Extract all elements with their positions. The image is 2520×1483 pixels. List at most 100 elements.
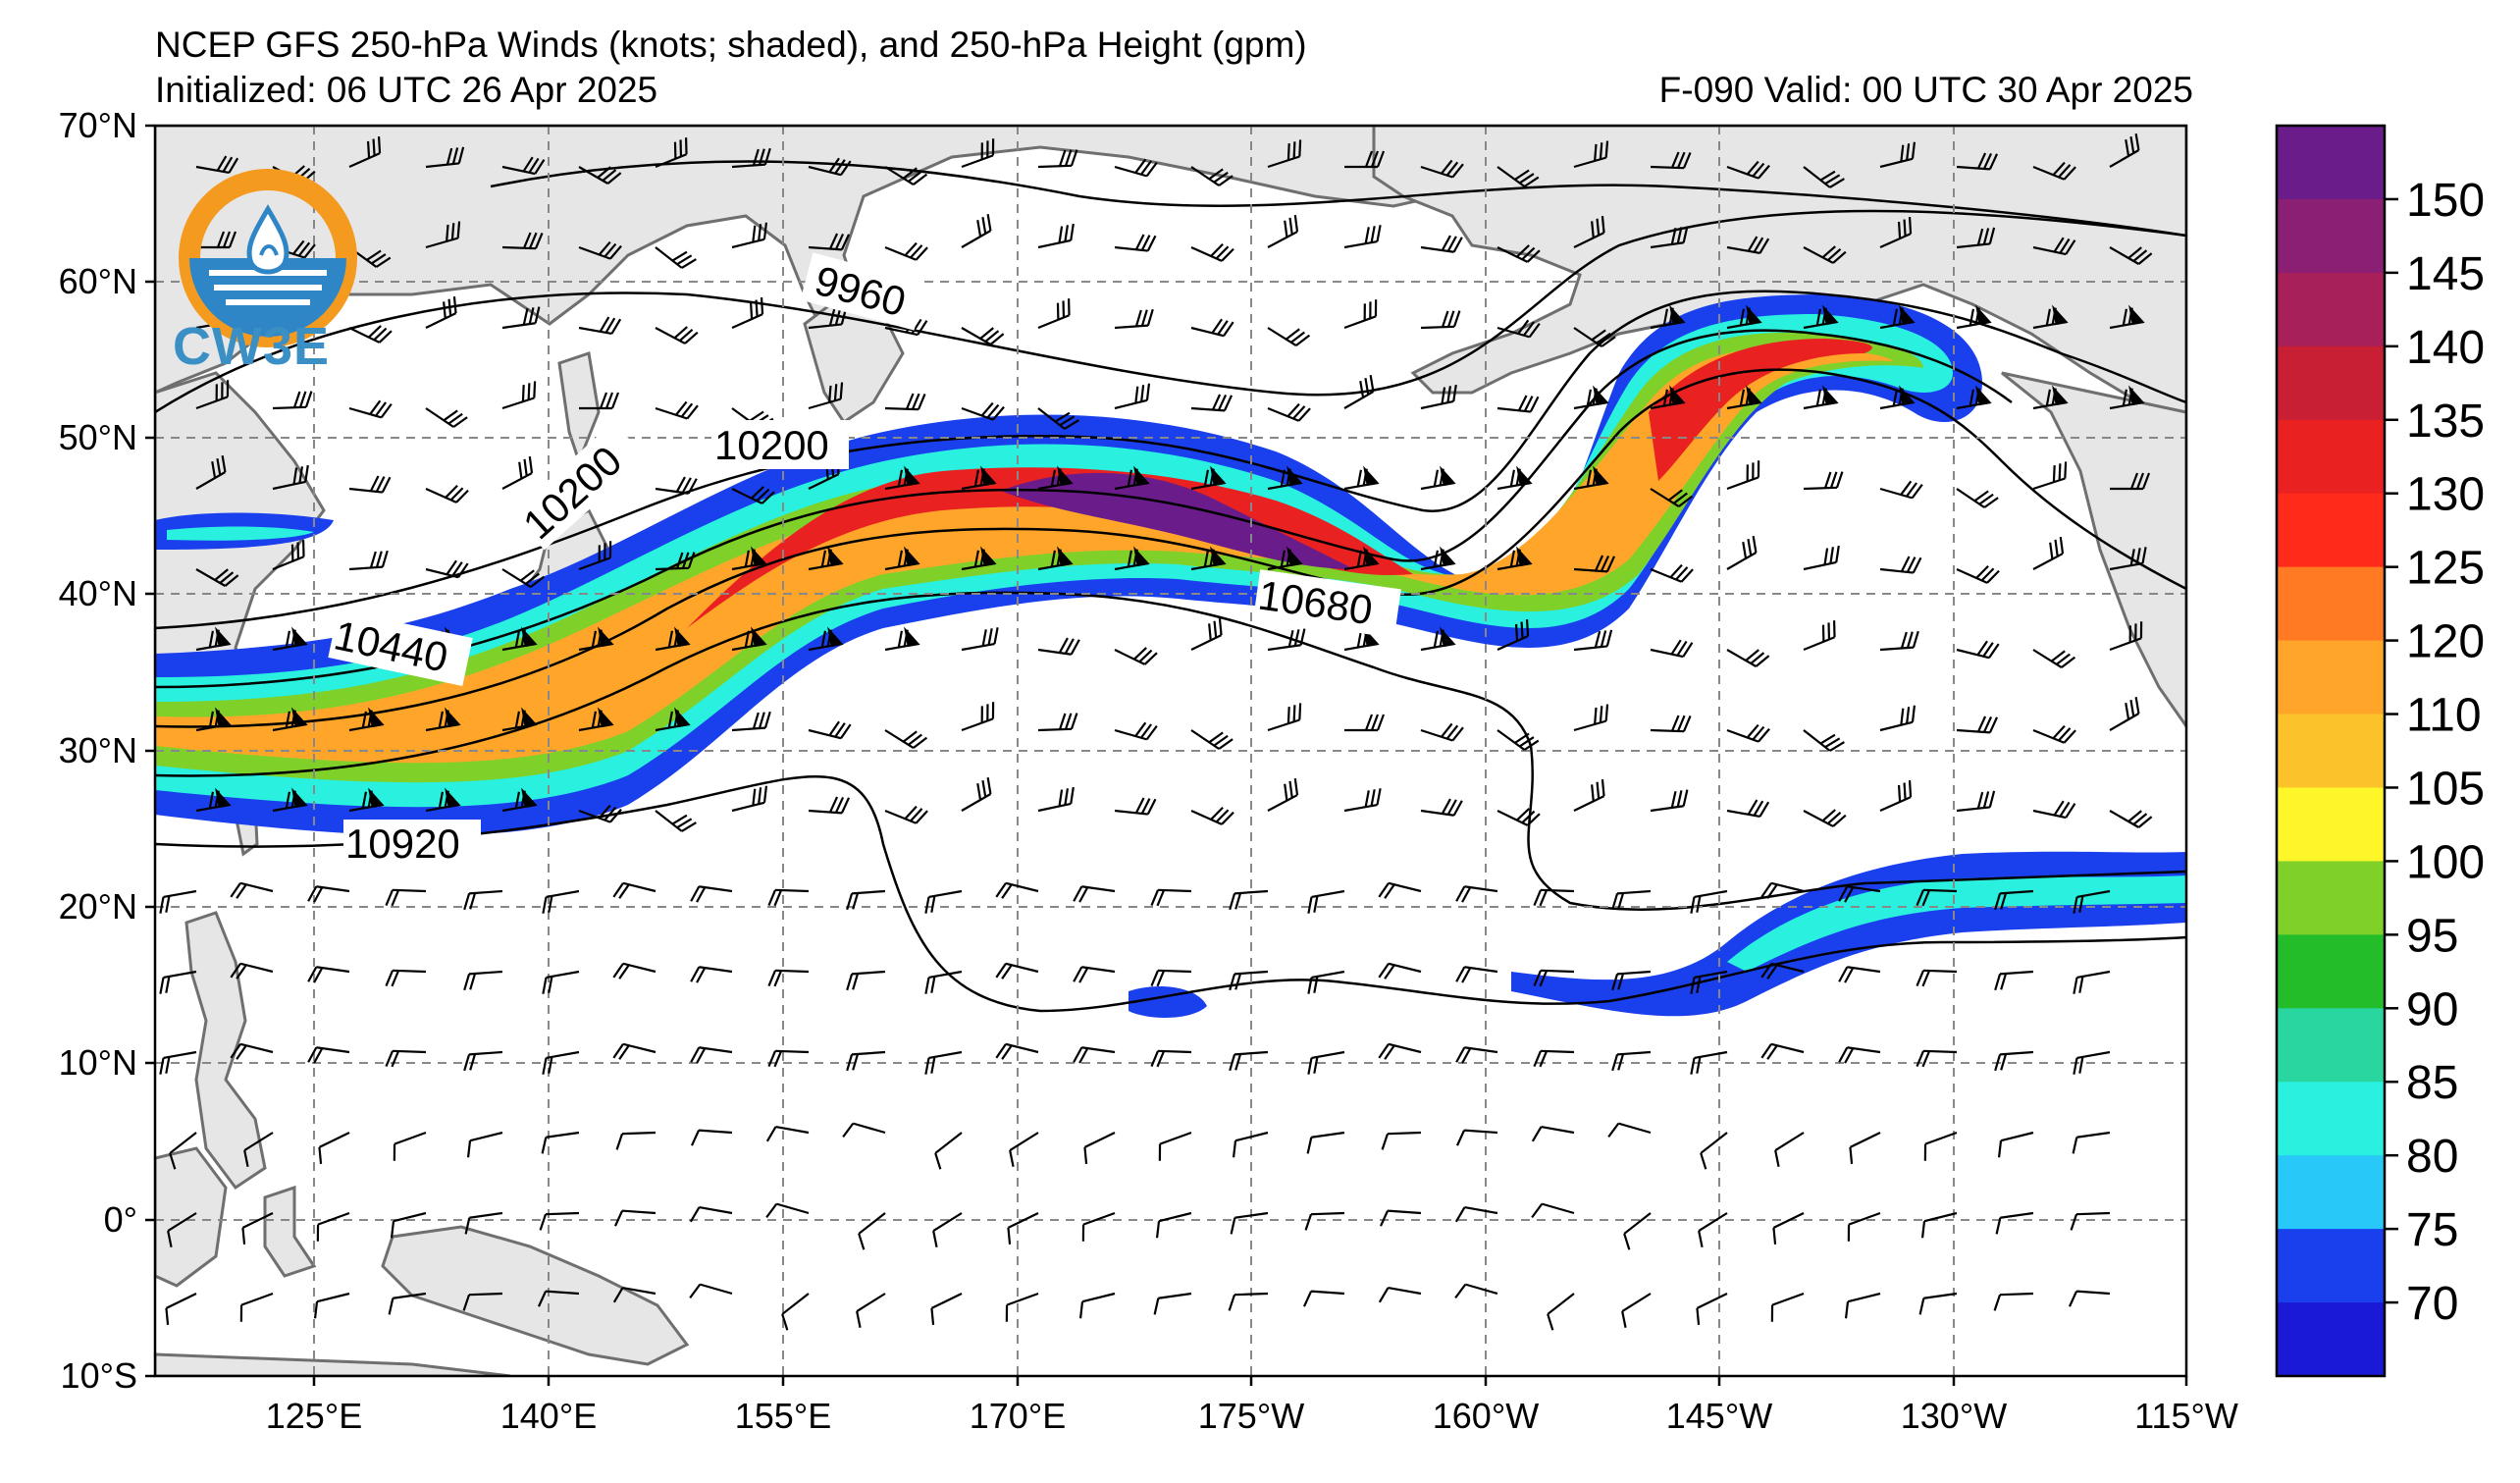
wind-barb	[159, 970, 197, 994]
wind-barb	[348, 475, 392, 494]
wind-barb	[884, 241, 928, 261]
wind-barb	[884, 393, 926, 411]
wind-barb	[934, 1132, 963, 1170]
wind-barb	[272, 787, 308, 813]
wind-barb	[2109, 304, 2145, 330]
wind-barb	[1726, 649, 1770, 667]
wind-barb	[1378, 962, 1422, 980]
wind-barb	[307, 1046, 350, 1064]
wind-barb	[1496, 619, 1530, 652]
wind-barb	[1956, 715, 1999, 734]
wind-barb	[1995, 1211, 2034, 1235]
wind-barb	[1650, 715, 1692, 733]
wind-barb	[731, 785, 768, 813]
wind-barb	[1496, 808, 1541, 826]
wind-barb	[169, 1132, 197, 1170]
colorbar-tick-label: 95	[2406, 910, 2458, 962]
wind-barb	[1114, 383, 1151, 410]
wind-barb	[501, 707, 538, 732]
wind-barb	[1573, 704, 1609, 732]
wind-barb	[1698, 1212, 1728, 1247]
wind-barb	[1073, 885, 1116, 903]
wind-barb	[1803, 620, 1836, 652]
wind-barb	[731, 147, 771, 169]
wind-barb	[1378, 1042, 1422, 1060]
wind-barb	[501, 568, 546, 588]
wind-barb	[1803, 471, 1844, 491]
wind-barb	[1838, 885, 1881, 903]
contour-label-10200: 10200	[714, 422, 829, 468]
wind-barb	[1114, 647, 1158, 665]
wind-barb	[1267, 139, 1302, 169]
wind-barb	[578, 316, 622, 335]
wind-barb	[1379, 1209, 1422, 1227]
wind-barb	[846, 970, 886, 991]
wind-barb	[1158, 1131, 1192, 1161]
wind-barb	[2032, 649, 2076, 668]
wind-barb	[1803, 809, 1847, 827]
colorbar-segment	[2277, 1082, 2385, 1156]
wind-barb	[159, 889, 197, 914]
colorbar-segment	[2277, 272, 2385, 347]
wind-barb	[1455, 1129, 1498, 1146]
wind-barb	[195, 454, 227, 490]
wind-barb	[425, 146, 465, 169]
wind-barb	[1611, 970, 1652, 991]
colorbar-tick-label: 130	[2406, 469, 2485, 521]
wind-barb	[1153, 1292, 1192, 1315]
wind-barb	[1114, 721, 1158, 741]
wind-barb	[961, 327, 1005, 345]
wind-barb	[1916, 888, 1958, 907]
wind-barb	[348, 136, 382, 169]
wind-barb	[348, 787, 385, 813]
wind-barb	[165, 1293, 197, 1326]
wind-barb	[348, 707, 385, 732]
wind-barb	[2109, 696, 2140, 731]
wind-barb	[655, 626, 691, 652]
wind-barb	[501, 306, 541, 330]
wind-barb	[2109, 132, 2140, 168]
wind-barb	[463, 970, 503, 991]
wind-barb	[1956, 385, 1992, 410]
wind-barb	[1997, 1131, 2034, 1158]
wind-barb	[1803, 385, 1839, 410]
colorbar-segment	[2277, 126, 2385, 200]
wind-barb	[731, 297, 764, 330]
wind-barb	[1114, 797, 1157, 816]
wind-barb	[1378, 881, 1422, 899]
wind-barb	[1726, 799, 1770, 818]
wind-barb	[501, 381, 537, 410]
wind-barb	[690, 1046, 733, 1064]
wind-barb	[1879, 630, 1919, 652]
wind-barb	[1190, 729, 1234, 750]
colorbar-segment	[2277, 640, 2385, 715]
wind-barb	[1155, 1211, 1192, 1239]
colorbar-segment	[2277, 566, 2385, 642]
lon-label-125e: 125°E	[266, 1396, 362, 1436]
wind-barb	[808, 233, 851, 251]
wind-barb	[1307, 889, 1345, 914]
wind-barb	[2032, 304, 2069, 330]
lon-label-140e: 140°E	[500, 1396, 597, 1436]
wind-barb	[542, 970, 580, 994]
wind-barb	[884, 166, 928, 185]
wind-barb	[1343, 299, 1378, 330]
wind-barb	[731, 486, 775, 504]
wind-barb	[501, 156, 546, 176]
colorbar-tick-label: 110	[2406, 690, 2482, 742]
wind-barb	[1229, 889, 1269, 911]
wind-barb	[2109, 621, 2143, 652]
wind-barb	[1573, 385, 1609, 410]
wind-barb	[884, 729, 928, 749]
lat-label-50n: 50°N	[59, 417, 137, 457]
wind-barb	[1496, 166, 1540, 187]
wind-barb	[808, 720, 852, 740]
wind-barb	[385, 888, 427, 907]
wind-barb	[1420, 310, 1461, 330]
wind-barb	[1956, 152, 1999, 171]
wind-barb	[537, 1290, 580, 1307]
wind-barb	[1037, 637, 1080, 656]
wind-barb	[2032, 724, 2076, 744]
wind-barb	[612, 1042, 656, 1060]
wind-barb	[1420, 159, 1464, 179]
